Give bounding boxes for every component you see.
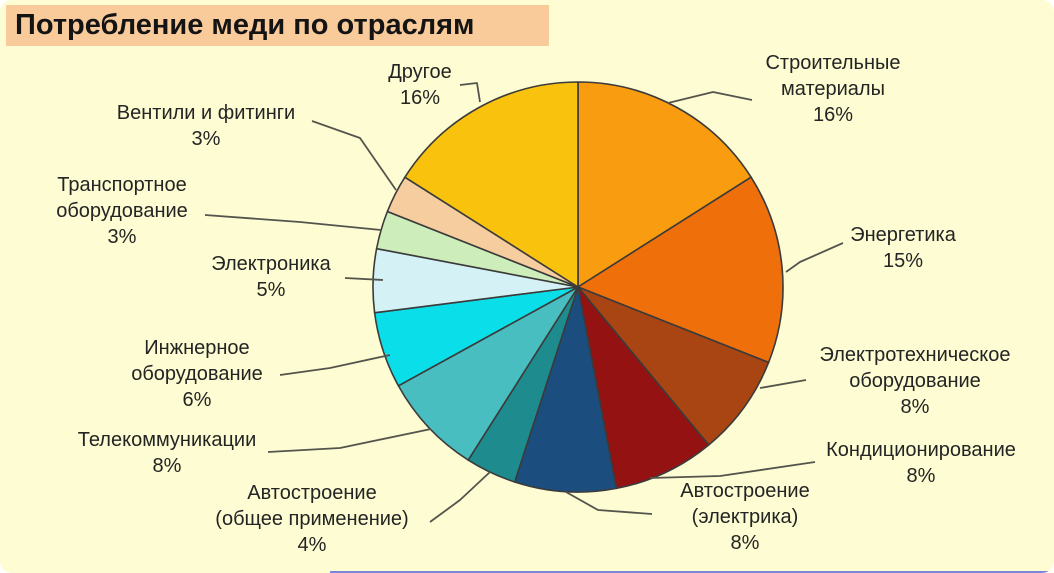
pie-slice-2: [577, 176, 784, 364]
leader-line-12: [459, 82, 481, 103]
pie-slice-12: [404, 81, 579, 288]
leader-line-7: [267, 428, 432, 453]
slice-label-7: Телекоммуникации 8%: [77, 429, 257, 477]
leader-line-2: [785, 242, 844, 273]
slice-label-4: Кондиционирование 8%: [826, 439, 1016, 487]
pie-slice-7: [397, 286, 579, 461]
slice-label-10: Транспортное оборудование 3%: [56, 174, 188, 248]
pie-slice-1: [577, 81, 752, 288]
leader-line-8: [279, 354, 391, 376]
slice-label-9: Электроника 5%: [211, 253, 331, 301]
slice-label-1: Строительные материалы 16%: [765, 52, 901, 126]
leader-line-9: [344, 277, 384, 281]
slice-label-2: Энергетика 15%: [850, 224, 956, 272]
leader-line-11: [311, 120, 397, 191]
bottom-border-line: [330, 571, 1054, 573]
slice-label-3: Электротехническое оборудование 8%: [819, 344, 1011, 418]
slice-label-11: Вентили и фитинги 3%: [116, 102, 296, 150]
chart-title-bar: Потребление меди по отраслям: [6, 5, 549, 46]
pie-slice-3: [577, 286, 770, 446]
slice-label-6: Автостроение (общее применение) 4%: [215, 482, 409, 556]
leader-line-1: [667, 91, 753, 104]
leader-line-6: [429, 471, 491, 523]
slice-label-5: Автостроение (электрика) 8%: [680, 480, 810, 554]
leader-line-5: [565, 491, 653, 515]
leader-line-10: [204, 214, 382, 231]
pie-slice-4: [577, 286, 710, 490]
leader-line-4: [649, 461, 816, 479]
chart-title: Потребление меди по отраслям: [15, 9, 475, 41]
leader-line-3: [759, 379, 807, 389]
pie-slice-5: [513, 286, 618, 493]
slice-label-12: Другое 16%: [388, 61, 452, 109]
slice-label-8: Инжнерное оборудование 6%: [131, 337, 263, 411]
